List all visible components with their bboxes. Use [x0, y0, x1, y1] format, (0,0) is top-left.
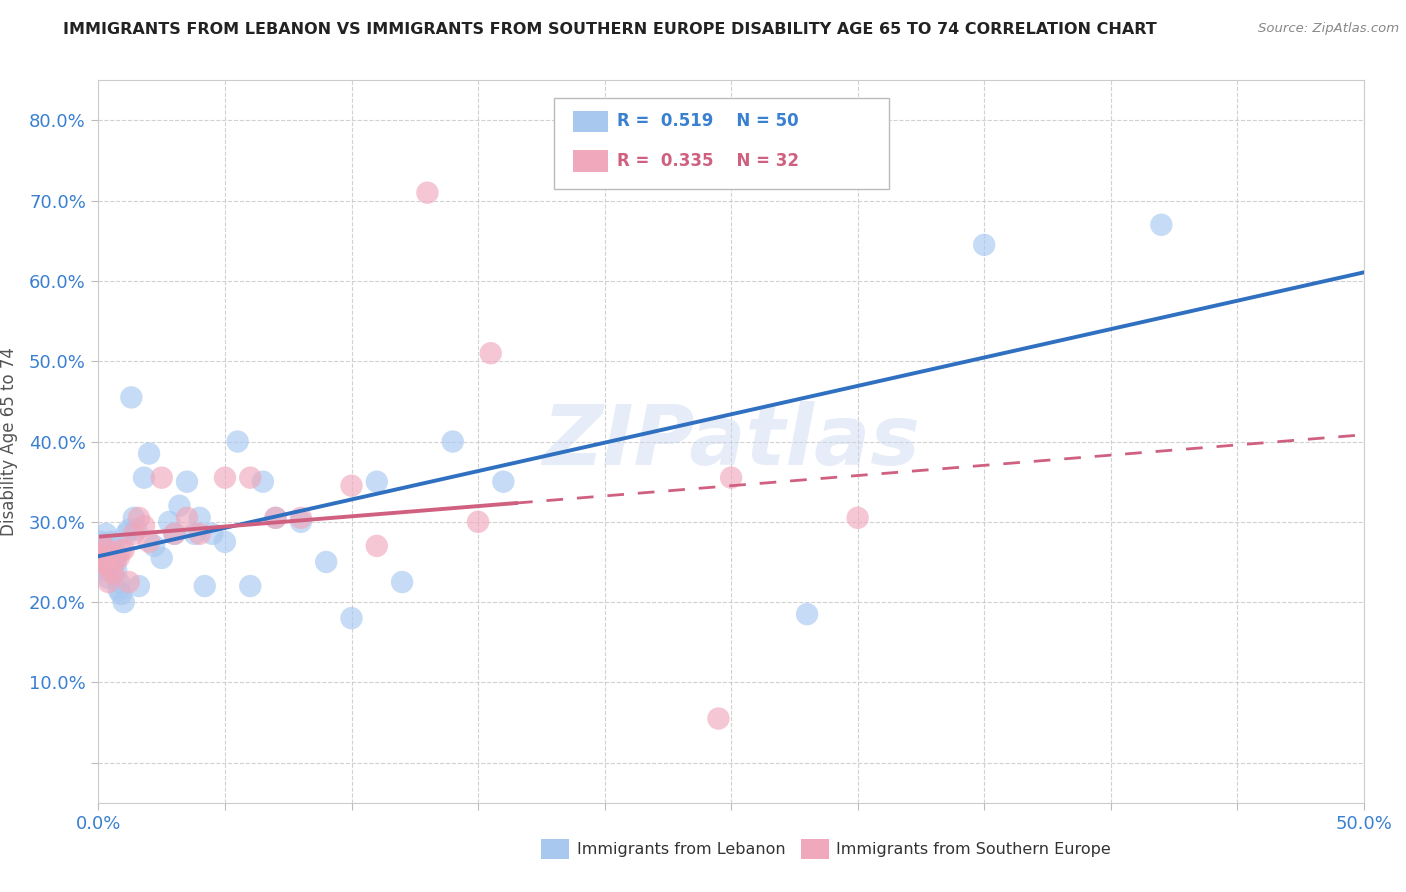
Point: [93, 539, 115, 553]
Point: [94, 542, 117, 557]
Point: [100, 563, 122, 577]
Point: [157, 515, 180, 529]
Point: [176, 510, 198, 524]
Point: [1150, 218, 1173, 232]
Point: [188, 526, 211, 541]
Point: [479, 346, 502, 360]
Point: [720, 471, 742, 485]
Point: [93, 539, 115, 553]
Point: [264, 510, 287, 524]
FancyBboxPatch shape: [801, 838, 828, 859]
Point: [214, 471, 236, 485]
Point: [796, 607, 818, 621]
Text: IMMIGRANTS FROM LEBANON VS IMMIGRANTS FROM SOUTHERN EUROPE DISABILITY AGE 65 TO : IMMIGRANTS FROM LEBANON VS IMMIGRANTS FR…: [63, 22, 1157, 37]
FancyBboxPatch shape: [554, 98, 889, 189]
Point: [201, 526, 224, 541]
Point: [105, 550, 128, 566]
FancyBboxPatch shape: [541, 838, 569, 859]
Text: Immigrants from Southern Europe: Immigrants from Southern Europe: [837, 841, 1111, 856]
Point: [112, 595, 135, 609]
Point: [125, 523, 148, 537]
Point: [143, 539, 166, 553]
Text: Immigrants from Lebanon: Immigrants from Lebanon: [576, 841, 786, 856]
Point: [94, 526, 117, 541]
Point: [366, 475, 388, 489]
Point: [105, 550, 128, 566]
Point: [90, 555, 112, 569]
Point: [105, 563, 128, 577]
Point: [128, 579, 150, 593]
Point: [264, 510, 287, 524]
Point: [120, 390, 142, 404]
Point: [226, 434, 249, 449]
Point: [90, 547, 112, 561]
Point: [150, 471, 173, 485]
Point: [103, 567, 125, 582]
Point: [290, 515, 312, 529]
Point: [214, 534, 236, 549]
Point: [100, 534, 122, 549]
Point: [103, 542, 125, 557]
Point: [467, 515, 489, 529]
Point: [115, 526, 138, 541]
Point: [846, 510, 869, 524]
Point: [973, 237, 995, 252]
Point: [118, 574, 141, 589]
Point: [340, 611, 363, 625]
Text: ZIPatlas: ZIPatlas: [543, 401, 920, 482]
Point: [94, 547, 117, 561]
Point: [122, 526, 145, 541]
Point: [183, 526, 205, 541]
Point: [391, 574, 413, 589]
Point: [492, 475, 515, 489]
Y-axis label: Disability Age 65 to 74: Disability Age 65 to 74: [0, 347, 18, 536]
Point: [163, 526, 186, 541]
Point: [239, 579, 262, 593]
Text: R =  0.519    N = 50: R = 0.519 N = 50: [617, 112, 799, 130]
Text: R =  0.335    N = 32: R = 0.335 N = 32: [617, 153, 799, 170]
Point: [138, 446, 160, 460]
Point: [97, 571, 120, 585]
Point: [416, 186, 439, 200]
Point: [100, 550, 122, 566]
Point: [90, 534, 112, 549]
Point: [340, 478, 363, 492]
Point: [128, 510, 150, 524]
Point: [107, 574, 129, 589]
Point: [138, 534, 160, 549]
Point: [93, 550, 115, 566]
Point: [118, 523, 141, 537]
Point: [150, 550, 173, 566]
Point: [176, 475, 198, 489]
Point: [93, 563, 115, 577]
Point: [290, 510, 312, 524]
Point: [107, 583, 129, 598]
Text: Source: ZipAtlas.com: Source: ZipAtlas.com: [1258, 22, 1399, 36]
Point: [169, 499, 191, 513]
Point: [315, 555, 337, 569]
Point: [110, 587, 132, 601]
Point: [112, 542, 135, 557]
Point: [239, 471, 262, 485]
Point: [132, 471, 155, 485]
Point: [188, 510, 211, 524]
Point: [97, 574, 120, 589]
Point: [132, 518, 155, 533]
FancyBboxPatch shape: [574, 151, 609, 172]
Point: [122, 510, 145, 524]
Point: [252, 475, 274, 489]
Point: [707, 712, 730, 726]
Point: [107, 550, 129, 566]
Point: [366, 539, 388, 553]
Point: [441, 434, 464, 449]
FancyBboxPatch shape: [574, 111, 609, 132]
Point: [103, 558, 125, 574]
Point: [94, 558, 117, 574]
Point: [90, 555, 112, 569]
Point: [163, 526, 186, 541]
Point: [194, 579, 217, 593]
Point: [110, 542, 132, 557]
